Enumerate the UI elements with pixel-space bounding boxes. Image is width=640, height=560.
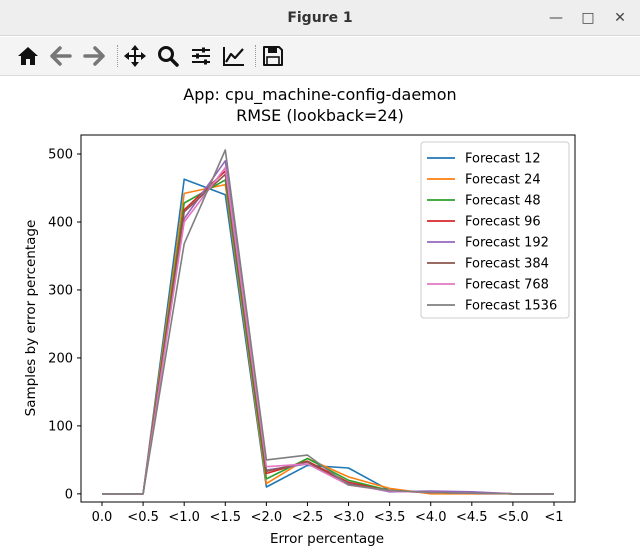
y-tick-label: 300 — [48, 283, 73, 298]
x-tick-label: <3.0 — [333, 510, 365, 525]
zoom-icon — [158, 46, 179, 67]
chart-legend: Forecast 12 Forecast 24 Forecast 48 Forecas… — [420, 141, 570, 319]
forward-button[interactable] — [79, 42, 109, 70]
y-tick-label: 400 — [48, 215, 73, 230]
configure-subplots-button[interactable] — [186, 42, 216, 70]
x-tick-label: <3.5 — [374, 510, 406, 525]
x-tick-label: <1.5 — [209, 510, 241, 525]
x-tick-label: <2.0 — [251, 510, 283, 525]
minimize-button[interactable]: — — [549, 10, 563, 26]
pan-button[interactable] — [120, 42, 150, 70]
forward-arrow-icon — [83, 46, 105, 66]
plot-frame — [80, 134, 576, 503]
save-icon — [263, 46, 283, 66]
x-tick-label: <1.0 — [168, 510, 200, 525]
y-tick-label: 500 — [48, 148, 73, 163]
legend-entry: Forecast 768 — [465, 278, 549, 293]
legend-entry: Forecast 384 — [465, 257, 549, 272]
x-tick-label: <4.0 — [415, 510, 447, 525]
navigation-toolbar — [0, 37, 640, 76]
toolbar-separator — [255, 45, 257, 67]
x-tick-label: <4.5 — [456, 510, 488, 525]
chart-subtitle: RMSE (lookback=24) — [236, 106, 404, 125]
edit-axis-button[interactable] — [219, 42, 249, 70]
x-tick-label: <1 — [544, 510, 563, 525]
subplots-icon — [192, 47, 210, 65]
y-tick-label: 0 — [65, 487, 73, 502]
x-tick-label: <5.0 — [497, 510, 529, 525]
legend-entry: Forecast 24 — [465, 173, 541, 188]
back-arrow-icon — [50, 46, 72, 66]
y-tick-label: 200 — [48, 351, 73, 366]
legend-entry: Forecast 12 — [465, 152, 541, 167]
home-button[interactable] — [13, 42, 43, 70]
edit-lines-icon — [223, 47, 244, 66]
zoom-button[interactable] — [153, 42, 183, 70]
line-chart: 0.0 <0.5 <1.0 <1.5 <2.0 <2.5 <3.0 <3.5 <4.0 <4.5 <… — [23, 85, 576, 547]
y-tick-label: 100 — [48, 419, 73, 434]
chart-title: App: cpu_machine-config-daemon — [183, 85, 456, 105]
legend-frame — [420, 141, 570, 319]
window-title: Figure 1 — [287, 10, 353, 26]
save-figure-button[interactable] — [258, 42, 288, 70]
legend-entry: Forecast 48 — [465, 194, 541, 209]
x-tick-label: 0.0 — [92, 510, 113, 525]
x-tick-label: <0.5 — [127, 510, 159, 525]
toolbar-separator — [117, 45, 119, 67]
close-button[interactable]: ✕ — [614, 10, 626, 26]
series-line — [102, 149, 554, 495]
x-tick-label: <2.5 — [292, 510, 324, 525]
maximize-button[interactable]: □ — [581, 10, 595, 26]
legend-entry: Forecast 96 — [465, 215, 541, 230]
pan-icon — [124, 45, 146, 67]
legend-entry: Forecast 1536 — [465, 299, 557, 314]
x-axis-label: Error percentage — [270, 531, 384, 547]
home-icon — [18, 47, 38, 65]
title-bar: Figure 1 — □ ✕ — [0, 0, 640, 36]
back-button[interactable] — [46, 42, 76, 70]
y-axis-label: Samples by error percentage — [23, 220, 39, 417]
legend-entry: Forecast 192 — [465, 236, 549, 251]
figure-canvas[interactable]: 0.0 <0.5 <1.0 <1.5 <2.0 <2.5 <3.0 <3.5 <4.0 <4.5 <… — [0, 76, 640, 556]
